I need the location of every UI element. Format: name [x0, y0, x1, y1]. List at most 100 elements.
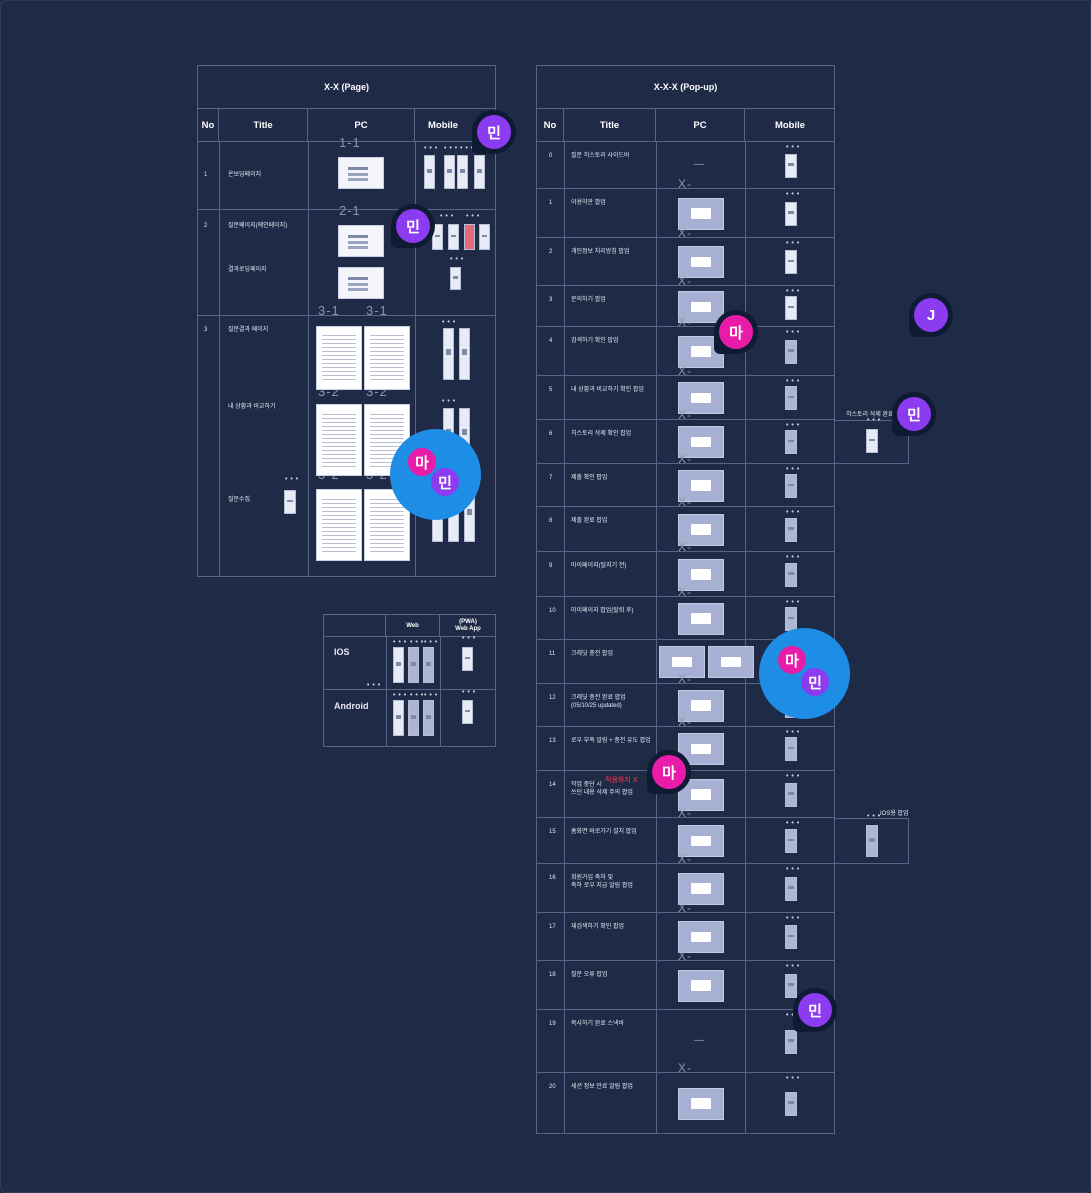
popup-row-12[interactable]: [537, 684, 834, 727]
collaborator-avatar[interactable]: 마: [714, 310, 758, 354]
pc-thumbnail[interactable]: [364, 489, 410, 561]
mobile-thumbnail[interactable]: [462, 700, 473, 724]
pc-thumbnail[interactable]: [678, 197, 724, 230]
mobile-thumbnail[interactable]: [785, 737, 797, 761]
popup-row-15[interactable]: [537, 818, 834, 864]
pc-thumbnail[interactable]: [364, 404, 410, 476]
platform-row-ios[interactable]: [324, 637, 495, 690]
ios-popup-card[interactable]: [835, 818, 909, 864]
mobile-thumbnail[interactable]: [284, 490, 296, 514]
pc-thumbnail[interactable]: [678, 426, 724, 458]
mobile-thumbnail[interactable]: [474, 155, 485, 189]
popup-row-9[interactable]: [537, 552, 834, 597]
mobile-thumbnail[interactable]: [785, 925, 797, 949]
pc-thumbnail[interactable]: [678, 382, 724, 414]
pc-thumbnail[interactable]: [364, 326, 410, 390]
popup-row-17[interactable]: [537, 913, 834, 961]
mobile-thumbnail[interactable]: [785, 562, 797, 587]
pc-thumbnail[interactable]: [678, 291, 724, 323]
pc-thumbnail[interactable]: [678, 469, 724, 502]
popup-row-2[interactable]: [537, 238, 834, 286]
mobile-thumbnail[interactable]: [785, 1029, 797, 1054]
pc-thumbnail[interactable]: [338, 225, 384, 257]
mobile-thumbnail[interactable]: [785, 474, 797, 498]
pc-thumbnail[interactable]: [316, 404, 362, 476]
collaborator-avatar[interactable]: 민: [391, 204, 435, 248]
pc-thumbnail[interactable]: [678, 825, 724, 857]
collaborator-avatar[interactable]: J: [909, 293, 953, 337]
mobile-thumbnail[interactable]: [785, 201, 797, 226]
popup-row-14[interactable]: [537, 771, 834, 818]
pc-thumbnail[interactable]: [678, 921, 724, 953]
mobile-thumbnail[interactable]: [423, 647, 434, 683]
mobile-thumbnail[interactable]: [785, 296, 797, 320]
collaborator-avatar[interactable]: 민: [793, 988, 837, 1032]
mobile-thumbnail[interactable]: [457, 155, 468, 189]
mobile-thumbnail[interactable]: [866, 429, 878, 453]
pc-thumbnail[interactable]: [708, 646, 754, 678]
mobile-thumbnail[interactable]: [408, 647, 419, 683]
mobile-thumbnail[interactable]: [785, 876, 797, 901]
popup-row-10[interactable]: [537, 597, 834, 640]
mobile-thumbnail[interactable]: [423, 700, 434, 736]
popup-row-4[interactable]: [537, 327, 834, 376]
page-row-1[interactable]: [198, 142, 495, 210]
popup-row-8[interactable]: [537, 507, 834, 552]
popup-row-3[interactable]: [537, 286, 834, 327]
pc-thumbnail[interactable]: [678, 246, 724, 278]
mobile-thumbnail[interactable]: [785, 607, 797, 631]
popup-row-1[interactable]: [537, 189, 834, 238]
pc-thumbnail[interactable]: [678, 969, 724, 1002]
mobile-thumbnail[interactable]: [408, 700, 419, 736]
collaborator-avatar[interactable]: 민: [472, 110, 516, 154]
popup-row-11[interactable]: [537, 640, 834, 684]
mobile-thumbnail[interactable]: [785, 386, 797, 410]
pc-thumbnail[interactable]: [659, 646, 705, 678]
popup-row-18[interactable]: [537, 961, 834, 1010]
mobile-thumbnail[interactable]: [785, 153, 797, 178]
popup-row-0[interactable]: [537, 142, 834, 189]
mobile-thumbnail[interactable]: [462, 647, 473, 671]
pc-thumbnail[interactable]: [678, 513, 724, 546]
mobile-thumbnail[interactable]: [393, 700, 404, 736]
page-row-2[interactable]: [198, 210, 495, 316]
pc-thumbnail[interactable]: [678, 558, 724, 591]
mobile-thumbnail[interactable]: [448, 224, 459, 250]
mobile-thumbnail-error[interactable]: [464, 224, 475, 250]
pc-thumbnail[interactable]: [678, 689, 724, 722]
popup-row-16[interactable]: [537, 864, 834, 913]
mobile-thumbnail[interactable]: [785, 517, 797, 542]
pc-thumbnail[interactable]: [316, 326, 362, 390]
mobile-thumbnail[interactable]: [785, 430, 797, 454]
mobile-thumbnail[interactable]: [444, 155, 455, 189]
mobile-thumbnail[interactable]: [785, 339, 797, 364]
mobile-thumbnail[interactable]: [785, 1091, 797, 1116]
history-delete-card[interactable]: [835, 420, 909, 464]
popup-row-19[interactable]: [537, 1010, 834, 1073]
pc-thumbnail[interactable]: [678, 872, 724, 905]
pc-thumbnail[interactable]: [338, 157, 384, 189]
popup-row-7[interactable]: [537, 464, 834, 507]
popup-row-6[interactable]: [537, 420, 834, 464]
collaborator-avatar[interactable]: 마: [647, 750, 691, 794]
mobile-thumbnail[interactable]: [443, 328, 454, 380]
collaborator-avatar[interactable]: 민: [892, 392, 936, 436]
mobile-thumbnail[interactable]: [785, 782, 797, 807]
row-title-line2: 쓰던 내용 삭제 주의 팝업: [571, 790, 633, 796]
pc-thumbnail[interactable]: [678, 1087, 724, 1120]
pc-thumbnail[interactable]: [338, 267, 384, 299]
mobile-thumbnail[interactable]: [479, 224, 490, 250]
mobile-thumbnail[interactable]: [450, 267, 461, 290]
mobile-thumbnail[interactable]: [424, 155, 435, 189]
pc-thumbnail[interactable]: [678, 602, 724, 635]
mobile-thumbnail[interactable]: [432, 224, 443, 250]
mobile-thumbnail[interactable]: [866, 825, 878, 857]
mobile-thumbnail[interactable]: [393, 647, 404, 683]
pc-thumbnail[interactable]: [316, 489, 362, 561]
popup-row-5[interactable]: [537, 376, 834, 420]
mobile-thumbnail[interactable]: [459, 328, 470, 380]
mobile-thumbnail[interactable]: [785, 250, 797, 274]
mobile-thumbnail[interactable]: [785, 829, 797, 853]
mobile-thumbnail[interactable]: [785, 973, 797, 998]
